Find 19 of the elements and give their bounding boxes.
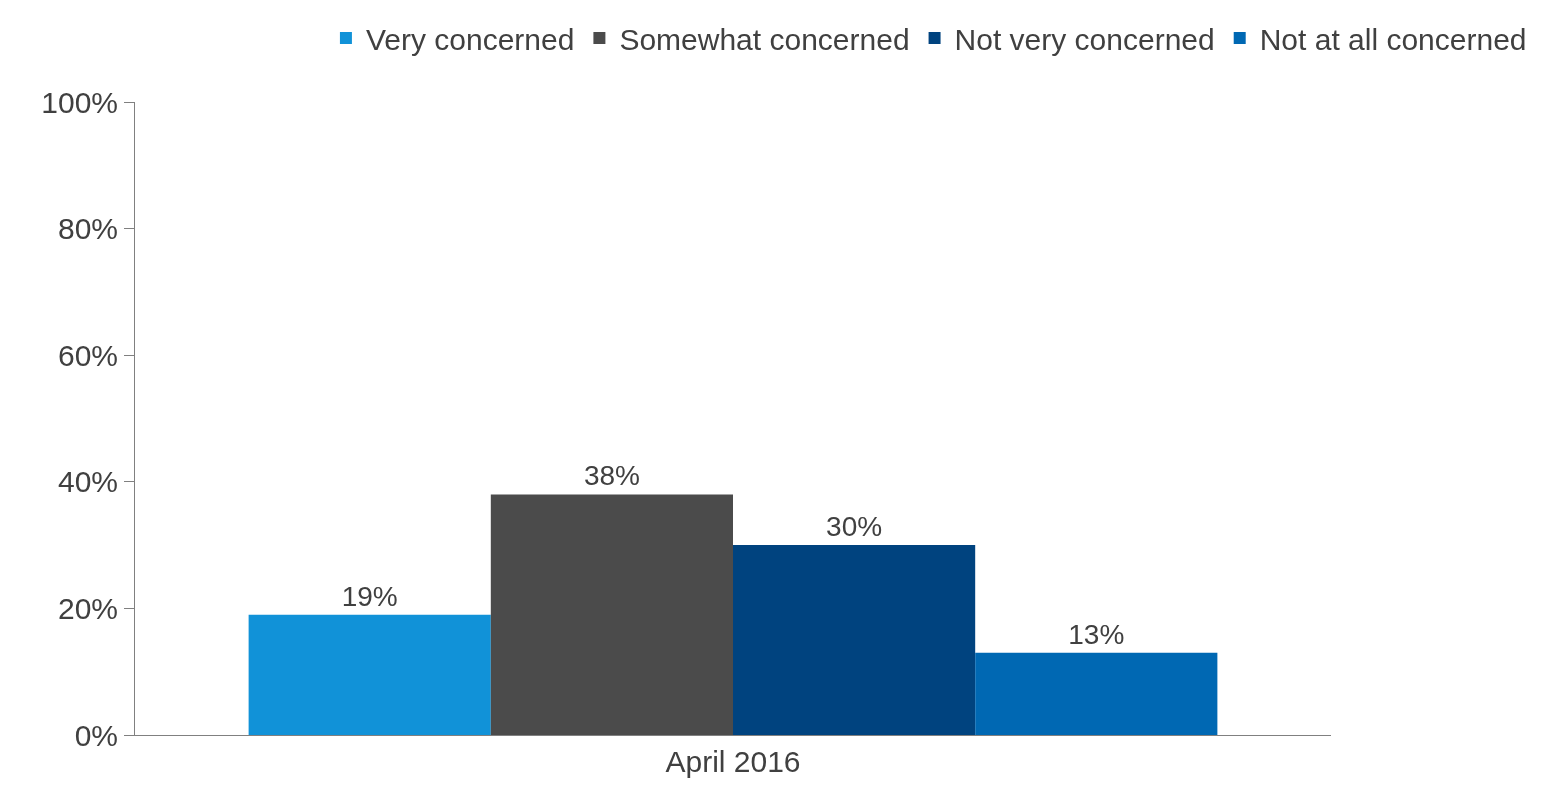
y-tick-label: 0% xyxy=(74,718,118,752)
data-label: 30% xyxy=(826,511,883,543)
y-tick-label: 40% xyxy=(57,465,118,499)
y-tick-label: 20% xyxy=(57,591,118,625)
bar xyxy=(490,494,733,735)
legend-label: Very concerned xyxy=(365,22,575,56)
legend-label: Not very concerned xyxy=(954,22,1215,56)
y-tick-label: 100% xyxy=(41,85,118,119)
x-tick-label: April 2016 xyxy=(665,745,801,778)
y-tick-label: 60% xyxy=(57,338,118,372)
y-tick-label: 80% xyxy=(57,212,118,246)
bar xyxy=(733,545,976,735)
legend-label: Not at all concerned xyxy=(1259,22,1527,56)
bar xyxy=(975,652,1218,735)
legend-label: Somewhat concerned xyxy=(619,22,910,56)
data-label: 38% xyxy=(583,460,640,492)
data-label: 19% xyxy=(341,580,398,612)
bar xyxy=(248,614,491,735)
data-label: 13% xyxy=(1068,618,1125,650)
